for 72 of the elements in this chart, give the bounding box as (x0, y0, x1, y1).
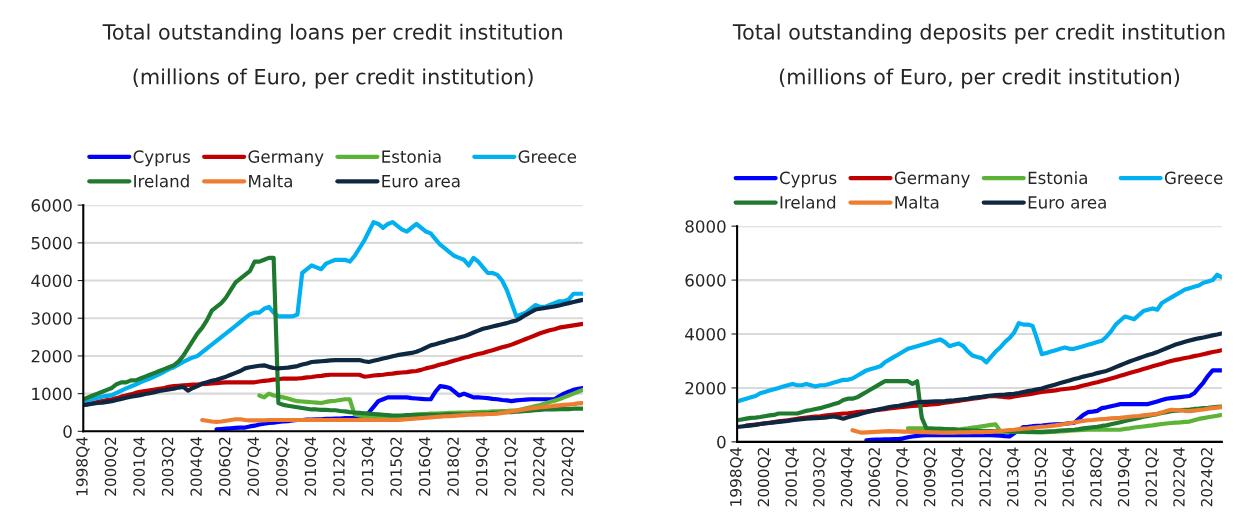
x-tick-label: 2010Q4 (304, 437, 318, 496)
x-tick-label: 2024Q2 (561, 437, 575, 496)
y-tick-label: 6000 (685, 274, 726, 287)
y-tick-label: 8000 (685, 220, 726, 233)
x-tick-label: 2016Q4 (418, 437, 433, 496)
legend-label: Germany (894, 171, 970, 188)
x-tick-label: 2013Q4 (1006, 447, 1021, 507)
legend-label: Germany (248, 150, 324, 167)
x-tick-label: 2001Q4 (133, 437, 147, 496)
x-tick-label: 1998Q4 (76, 437, 90, 496)
y-tick-label: 6000 (31, 199, 72, 212)
x-tick-label: 2004Q4 (190, 437, 204, 496)
x-tick-label: 2016Q4 (1062, 447, 1076, 507)
y-tick-label: 3000 (31, 312, 72, 325)
x-tick-label: 2019Q4 (475, 437, 490, 496)
x-tick-label: 2024Q2 (1200, 448, 1215, 507)
x-tick-label: 2006Q2 (868, 448, 882, 507)
y-tick-label: 4000 (685, 327, 726, 341)
x-tick-label: 2021Q2 (1145, 448, 1159, 507)
x-tick-label: 2004Q4 (840, 447, 855, 507)
x-tick-label: 2000Q2 (757, 448, 771, 507)
legend-label: Estonia (382, 150, 441, 163)
line-series (737, 272, 1222, 404)
line-series (850, 404, 1222, 435)
legend-label: Malta (895, 195, 939, 209)
y-tick-label: 1000 (32, 387, 72, 401)
legend-label: Euro area (382, 175, 460, 188)
x-tick-label: 2000Q2 (104, 437, 119, 496)
legend-label: Malta (249, 174, 292, 188)
chart-subtitle: (millions of Euro, per credit institution) (133, 68, 533, 89)
x-tick-label: 2003Q2 (813, 448, 827, 507)
x-tick-label: 2015Q2 (390, 437, 404, 496)
x-tick-label: 2019Q4 (1117, 447, 1132, 507)
chart-subtitle: (millions of Euro, per credit institution) (779, 68, 1180, 89)
legend-label: Ireland (134, 174, 189, 188)
line-series (83, 220, 583, 404)
x-tick-label: 2018Q2 (1090, 448, 1104, 507)
x-tick-label: 2010Q4 (951, 447, 965, 507)
y-tick-label: 0 (63, 425, 72, 438)
y-tick-label: 0 (717, 435, 726, 449)
x-tick-label: 2009Q2 (923, 448, 938, 507)
line-series (200, 400, 583, 424)
legend-label: Euro area (1028, 196, 1106, 209)
x-tick-label: 2022Q4 (533, 437, 547, 496)
x-tick-label: 2012Q2 (979, 448, 993, 507)
legend-label: Cyprus (133, 150, 190, 167)
legend-label: Ireland (780, 195, 836, 209)
chart-title: Total outstanding loans per credit institution (102, 23, 562, 44)
x-tick-label: 2009Q2 (276, 437, 290, 496)
line-series (737, 331, 1222, 430)
x-tick-label: 2007Q4 (896, 447, 910, 507)
x-tick-label: 2018Q2 (447, 437, 461, 496)
legend-label: Estonia (1028, 171, 1087, 185)
legend-label: Greece (518, 150, 577, 163)
y-tick-label: 2000 (685, 381, 726, 395)
legend-label: Cyprus (779, 171, 837, 188)
y-tick-label: 5000 (31, 236, 72, 250)
x-tick-label: 2003Q2 (161, 437, 176, 496)
y-tick-label: 4000 (31, 274, 72, 288)
x-tick-label: 2013Q4 (361, 437, 375, 496)
legend-label: Greece (1164, 171, 1223, 185)
x-tick-label: 1998Q4 (729, 447, 744, 506)
x-tick-label: 2006Q2 (218, 437, 233, 496)
line-series (83, 297, 583, 408)
y-tick-label: 2000 (31, 349, 72, 363)
x-tick-label: 2022Q4 (1173, 447, 1187, 507)
x-tick-label: 2001Q4 (785, 447, 799, 507)
x-tick-label: 2015Q2 (1034, 448, 1048, 507)
x-tick-label: 2012Q2 (333, 437, 347, 496)
x-tick-label: 2007Q4 (247, 437, 261, 496)
x-tick-label: 2021Q2 (504, 437, 518, 496)
chart-title: Total outstanding deposits per credit institution (732, 23, 1225, 44)
